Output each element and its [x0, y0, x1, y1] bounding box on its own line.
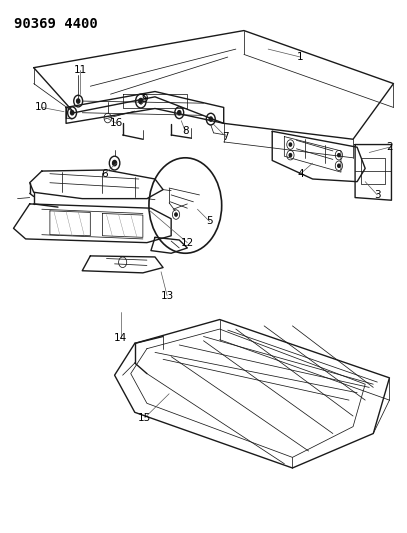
Circle shape	[113, 160, 116, 166]
Text: 4: 4	[297, 169, 304, 179]
Circle shape	[70, 111, 74, 115]
Text: 7: 7	[222, 132, 229, 142]
Circle shape	[289, 154, 292, 157]
Circle shape	[289, 143, 292, 146]
Text: 1: 1	[297, 52, 304, 62]
Text: 8: 8	[182, 126, 188, 136]
Text: 16: 16	[110, 118, 123, 128]
Circle shape	[175, 213, 177, 216]
Text: 6: 6	[101, 169, 108, 179]
Text: 5: 5	[206, 216, 213, 227]
Text: 3: 3	[374, 190, 381, 200]
Text: 90369 4400: 90369 4400	[13, 17, 97, 31]
Text: 9: 9	[142, 94, 148, 104]
Text: 15: 15	[138, 413, 151, 423]
Text: 13: 13	[160, 290, 174, 301]
Circle shape	[77, 99, 80, 103]
Circle shape	[338, 154, 340, 157]
Text: 12: 12	[181, 238, 194, 248]
Text: 14: 14	[114, 333, 127, 343]
Circle shape	[177, 111, 181, 115]
Text: 10: 10	[35, 102, 48, 112]
Circle shape	[209, 117, 212, 121]
Text: 2: 2	[386, 142, 393, 152]
Circle shape	[338, 164, 340, 167]
Text: 11: 11	[74, 66, 87, 75]
Circle shape	[139, 99, 143, 104]
